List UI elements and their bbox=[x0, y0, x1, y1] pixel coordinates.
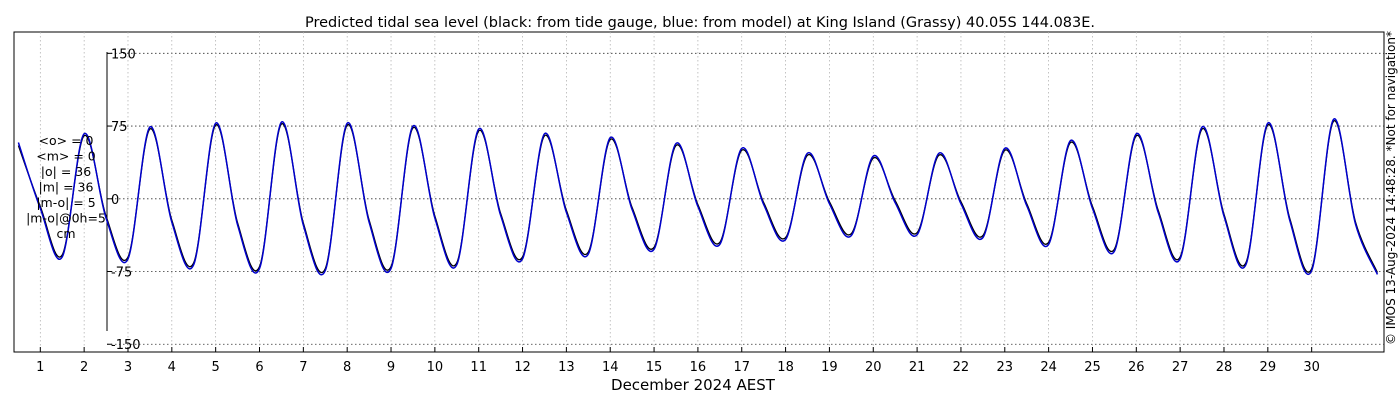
x-tick-label: 18 bbox=[777, 360, 794, 375]
x-tick-label: 3 bbox=[124, 360, 132, 375]
series-lines bbox=[17, 118, 1379, 276]
y-tick-label: 150 bbox=[111, 47, 136, 62]
x-tick-label: 23 bbox=[997, 360, 1014, 375]
x-axis-ticks: 1 2 3 4 5 6 7 8 9 10 11 12 13 14 15 16 17 18 19 20 21 22 23 24 2… bbox=[36, 347, 1320, 375]
x-tick-label: 15 bbox=[646, 360, 663, 375]
stat-line: |m-o|@0h=5 bbox=[26, 211, 106, 226]
x-axis-label: December 2024 AEST bbox=[611, 376, 776, 394]
stat-line: cm bbox=[56, 226, 75, 241]
y-tick-label: 0 bbox=[111, 193, 119, 208]
x-tick-label: 5 bbox=[212, 360, 220, 375]
x-tick-label: 7 bbox=[299, 360, 307, 375]
x-tick-label: 12 bbox=[514, 360, 531, 375]
x-tick-label: 24 bbox=[1040, 360, 1057, 375]
series-line-model bbox=[17, 118, 1379, 276]
x-tick-label: 25 bbox=[1084, 360, 1101, 375]
x-tick-label: 2 bbox=[80, 360, 88, 375]
y-axis-ticks: -150 -75 0 75 150 bbox=[107, 47, 141, 353]
x-tick-label: 20 bbox=[865, 360, 882, 375]
grid bbox=[39, 32, 1384, 352]
stat-line: <m> = 0 bbox=[36, 149, 96, 164]
y-tick-label: -150 bbox=[111, 338, 141, 353]
x-tick-label: 6 bbox=[255, 360, 263, 375]
x-tick-label: 29 bbox=[1260, 360, 1277, 375]
x-tick-label: 16 bbox=[690, 360, 707, 375]
x-tick-label: 10 bbox=[427, 360, 444, 375]
stats-block: <o> = 0<m> = 0|o| = 36|m| = 36|m-o| = 5|… bbox=[26, 133, 106, 241]
x-tick-label: 22 bbox=[953, 360, 970, 375]
stat-line: <o> = 0 bbox=[39, 133, 94, 148]
stat-line: |m-o| = 5 bbox=[36, 195, 95, 210]
x-tick-label: 8 bbox=[343, 360, 351, 375]
credit-text: © IMOS 13-Aug-2024 14:48:28. *Not for na… bbox=[1384, 31, 1398, 345]
x-tick-label: 11 bbox=[470, 360, 487, 375]
x-tick-label: 4 bbox=[168, 360, 176, 375]
x-tick-label: 27 bbox=[1172, 360, 1189, 375]
x-tick-label: 17 bbox=[733, 360, 750, 375]
stat-line: |o| = 36 bbox=[41, 164, 91, 179]
x-tick-label: 21 bbox=[909, 360, 926, 375]
x-tick-label: 28 bbox=[1216, 360, 1233, 375]
axes-frame bbox=[13, 31, 1385, 353]
y-tick-label: 75 bbox=[111, 120, 128, 135]
x-tick-label: 13 bbox=[558, 360, 575, 375]
x-tick-label: 14 bbox=[602, 360, 619, 375]
x-tick-label: 9 bbox=[387, 360, 395, 375]
x-tick-label: 1 bbox=[36, 360, 44, 375]
x-tick-label: 30 bbox=[1303, 360, 1320, 375]
chart-title: Predicted tidal sea level (black: from t… bbox=[305, 15, 1095, 31]
y-tick-label: -75 bbox=[111, 266, 132, 281]
stat-line: |m| = 36 bbox=[39, 180, 94, 195]
x-tick-label: 26 bbox=[1128, 360, 1145, 375]
x-tick-label: 19 bbox=[821, 360, 838, 375]
